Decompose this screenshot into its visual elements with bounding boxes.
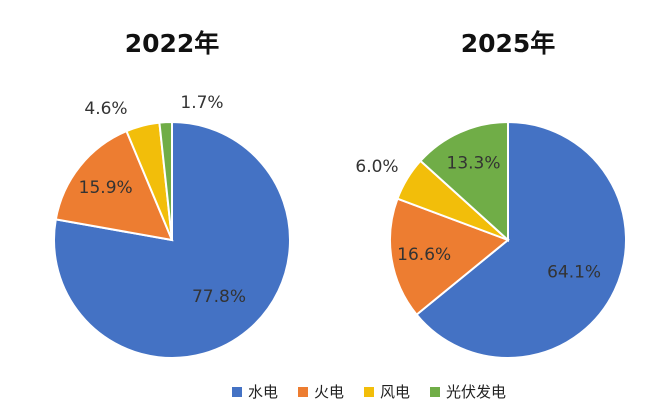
chart-title: 2022年 — [125, 29, 220, 58]
data-label-solar: 13.3% — [447, 153, 501, 173]
chart-title: 2025年 — [461, 29, 556, 58]
legend-swatch-wind — [364, 387, 374, 397]
pie-slice-thermal — [389, 197, 510, 317]
data-label-solar: 1.7% — [180, 93, 223, 113]
pie-slice-hydro — [415, 120, 627, 359]
legend-swatch-hydro — [232, 387, 242, 397]
legend-label-wind: 风电 — [380, 383, 410, 401]
legend-label-thermal: 火电 — [314, 383, 344, 401]
legend-label-solar: 光伏发电 — [446, 383, 506, 401]
data-label-wind: 6.0% — [355, 157, 398, 177]
legend-swatch-thermal — [298, 387, 308, 397]
data-label-thermal: 16.6% — [397, 245, 451, 265]
pie-slice-solar — [158, 120, 173, 241]
data-label-wind: 4.6% — [84, 99, 127, 119]
data-label-hydro: 77.8% — [192, 287, 246, 307]
legend-label-hydro: 水电 — [248, 383, 278, 401]
data-label-thermal: 15.9% — [79, 178, 133, 198]
chart-legend: 水电 火电 风电 光伏发电 — [232, 383, 506, 401]
pie-chart-2022: 2022年 77.8% 15.9% 4.6% 1.7% — [53, 29, 291, 359]
pie-chart-2025: 2025年 64.1% 16.6% 6.0% 13.3% — [355, 29, 627, 359]
pie-slice-thermal — [54, 129, 174, 242]
pie-slice-solar — [419, 120, 509, 243]
legend-swatch-solar — [430, 387, 440, 397]
data-label-hydro: 64.1% — [547, 262, 601, 282]
